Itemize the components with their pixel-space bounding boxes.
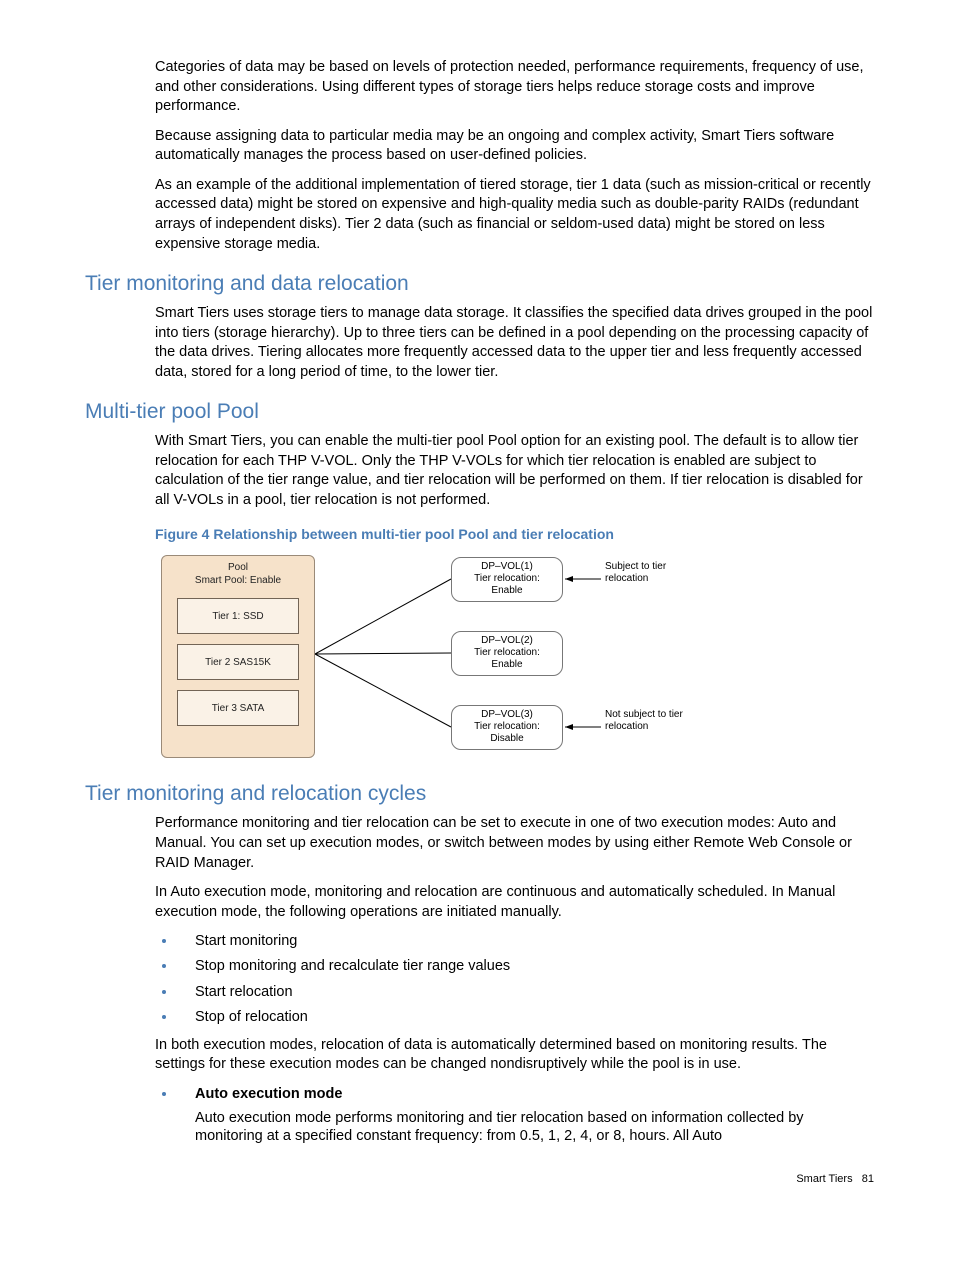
mode-auto-name: Auto execution mode [195, 1086, 342, 1102]
intro-para-3: As an example of the additional implemen… [155, 176, 874, 254]
heading-tier-cycles: Tier monitoring and relocation cycles [85, 782, 874, 806]
dpvol-title: DP–VOL(2) [456, 635, 558, 647]
dpvol-reloc-label: Tier relocation: [456, 573, 558, 585]
page-footer: Smart Tiers 81 [85, 1173, 874, 1185]
s3-para-1: Performance monitoring and tier relocati… [155, 814, 874, 873]
dpvol-reloc-label: Tier relocation: [456, 721, 558, 733]
footer-section: Smart Tiers [796, 1173, 852, 1185]
heading-tier-monitoring-relocation: Tier monitoring and data relocation [85, 272, 874, 296]
s2-para-1: With Smart Tiers, you can enable the mul… [155, 432, 874, 510]
s3-para-2: In Auto execution mode, monitoring and r… [155, 883, 874, 922]
s3-modes-list: Auto execution mode Auto execution mode … [155, 1085, 874, 1145]
dpvol-box: DP–VOL(3)Tier relocation:Disable [451, 705, 563, 750]
section-3-body: Performance monitoring and tier relocati… [155, 814, 874, 1145]
figure-4: Pool Smart Pool: Enable Tier 1: SSD Tier … [155, 549, 874, 764]
intro-para-2: Because assigning data to particular med… [155, 127, 874, 166]
dpvol-note: Not subject to tier relocation [605, 709, 705, 733]
dpvol-box: DP–VOL(2)Tier relocation:Enable [451, 631, 563, 676]
s3-bullet-item: Start relocation [177, 983, 874, 1001]
figure-4-diagram: Pool Smart Pool: Enable Tier 1: SSD Tier … [155, 549, 715, 764]
section-2-body: With Smart Tiers, you can enable the mul… [155, 432, 874, 543]
figure-4-caption: Figure 4 Relationship between multi-tier… [155, 525, 874, 544]
pool-tier: Tier 3 SATA [177, 690, 299, 726]
s3-bullet-item: Stop of relocation [177, 1008, 874, 1026]
mode-auto-item: Auto execution mode Auto execution mode … [177, 1085, 874, 1145]
section-1-body: Smart Tiers uses storage tiers to manage… [155, 304, 874, 382]
dpvol-reloc-label: Tier relocation: [456, 647, 558, 659]
dpvol-box: DP–VOL(1)Tier relocation:Enable [451, 557, 563, 602]
pool-box: Pool Smart Pool: Enable Tier 1: SSD Tier … [161, 555, 315, 758]
dpvol-reloc-value: Disable [456, 733, 558, 745]
s3-bullet-list: Start monitoring Stop monitoring and reca… [155, 932, 874, 1026]
intro-block: Categories of data may be based on level… [155, 58, 874, 254]
dpvol-reloc-value: Enable [456, 659, 558, 671]
pool-tier: Tier 1: SSD [177, 598, 299, 634]
pool-title: Pool [162, 562, 314, 573]
dpvol-note: Subject to tier relocation [605, 561, 705, 585]
page: Categories of data may be based on level… [0, 0, 954, 1215]
dpvol-title: DP–VOL(3) [456, 709, 558, 721]
intro-para-1: Categories of data may be based on level… [155, 58, 874, 117]
s3-para-3: In both execution modes, relocation of d… [155, 1036, 874, 1075]
s3-bullet-item: Stop monitoring and recalculate tier ran… [177, 957, 874, 975]
dpvol-reloc-value: Enable [456, 585, 558, 597]
pool-subtitle: Smart Pool: Enable [162, 575, 314, 586]
heading-multi-tier-pool: Multi-tier pool Pool [85, 400, 874, 424]
dpvol-title: DP–VOL(1) [456, 561, 558, 573]
pool-tier: Tier 2 SAS15K [177, 644, 299, 680]
s1-para-1: Smart Tiers uses storage tiers to manage… [155, 304, 874, 382]
s3-bullet-item: Start monitoring [177, 932, 874, 950]
footer-page-number: 81 [862, 1173, 874, 1185]
mode-auto-desc: Auto execution mode performs monitoring … [195, 1109, 874, 1145]
